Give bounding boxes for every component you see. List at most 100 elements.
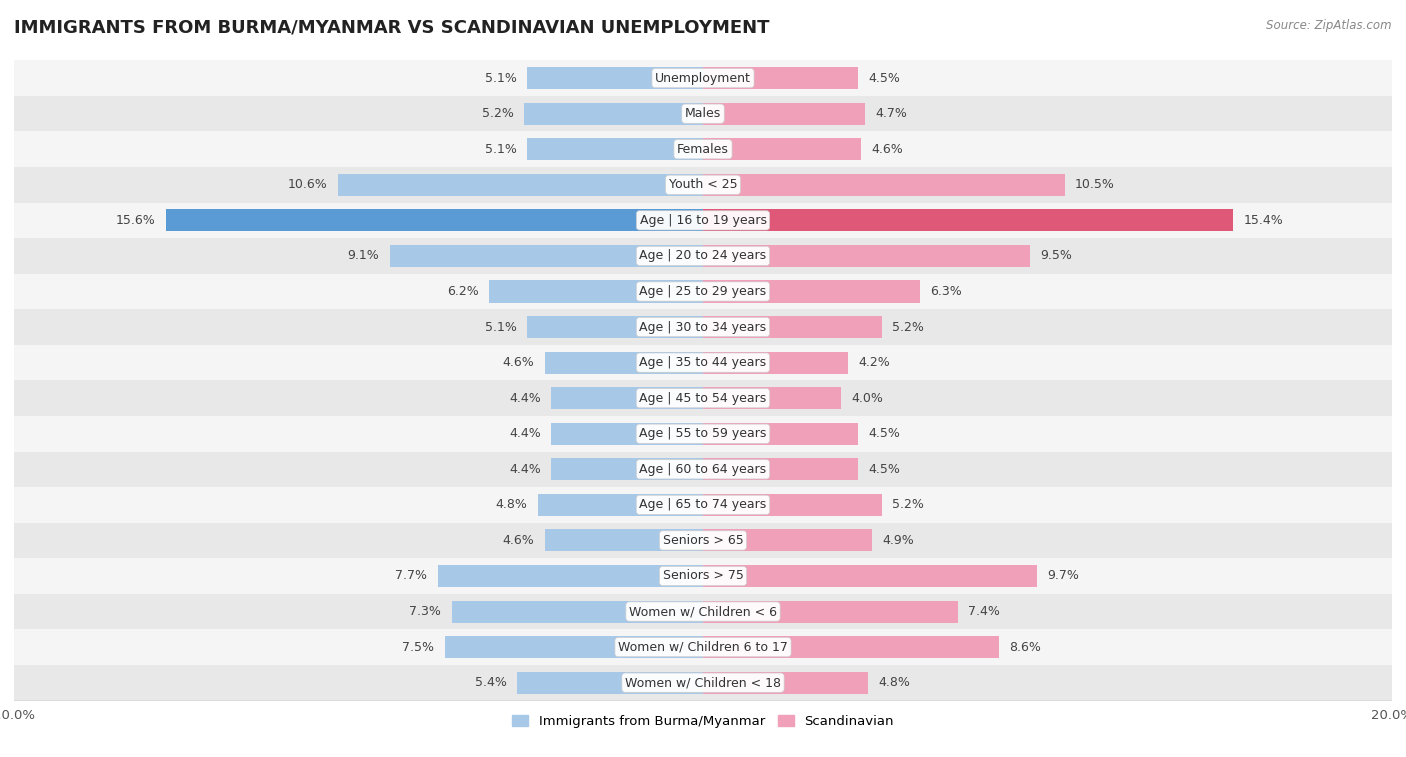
Text: 4.6%: 4.6% — [872, 143, 904, 156]
FancyBboxPatch shape — [14, 274, 1392, 310]
Bar — [703, 210, 1233, 232]
Text: 9.7%: 9.7% — [1047, 569, 1080, 582]
Text: IMMIGRANTS FROM BURMA/MYANMAR VS SCANDINAVIAN UNEMPLOYMENT: IMMIGRANTS FROM BURMA/MYANMAR VS SCANDIN… — [14, 19, 769, 37]
Text: Unemployment: Unemployment — [655, 72, 751, 85]
Text: 9.5%: 9.5% — [1040, 249, 1073, 263]
Text: 4.7%: 4.7% — [875, 107, 907, 120]
Bar — [527, 139, 703, 160]
Text: Age | 20 to 24 years: Age | 20 to 24 years — [640, 249, 766, 263]
Text: 10.5%: 10.5% — [1076, 179, 1115, 192]
FancyBboxPatch shape — [14, 310, 1392, 345]
Bar — [551, 422, 703, 445]
Text: 4.6%: 4.6% — [502, 356, 534, 369]
Bar — [703, 67, 858, 89]
Bar — [551, 458, 703, 481]
Text: Seniors > 75: Seniors > 75 — [662, 569, 744, 582]
Bar — [703, 671, 869, 693]
Text: 4.6%: 4.6% — [502, 534, 534, 547]
Text: Source: ZipAtlas.com: Source: ZipAtlas.com — [1267, 19, 1392, 32]
Bar — [551, 387, 703, 410]
Bar — [703, 422, 858, 445]
FancyBboxPatch shape — [14, 345, 1392, 380]
Bar — [166, 210, 703, 232]
Text: Youth < 25: Youth < 25 — [669, 179, 737, 192]
Bar — [527, 316, 703, 338]
Bar — [524, 103, 703, 125]
Text: 5.1%: 5.1% — [485, 320, 517, 334]
Bar — [337, 174, 703, 196]
FancyBboxPatch shape — [14, 487, 1392, 522]
Bar — [703, 529, 872, 551]
FancyBboxPatch shape — [14, 665, 1392, 700]
Text: Age | 60 to 64 years: Age | 60 to 64 years — [640, 463, 766, 476]
Text: 10.6%: 10.6% — [288, 179, 328, 192]
FancyBboxPatch shape — [14, 167, 1392, 203]
Text: 15.6%: 15.6% — [115, 214, 155, 227]
Text: Seniors > 65: Seniors > 65 — [662, 534, 744, 547]
Text: 15.4%: 15.4% — [1244, 214, 1284, 227]
Bar — [544, 529, 703, 551]
Bar — [703, 600, 957, 622]
Text: 7.4%: 7.4% — [969, 605, 1000, 618]
FancyBboxPatch shape — [14, 238, 1392, 274]
Bar — [703, 387, 841, 410]
Bar — [703, 174, 1064, 196]
FancyBboxPatch shape — [14, 593, 1392, 629]
Bar — [703, 316, 882, 338]
Text: 6.2%: 6.2% — [447, 285, 479, 298]
Text: Age | 16 to 19 years: Age | 16 to 19 years — [640, 214, 766, 227]
Text: 4.5%: 4.5% — [869, 463, 900, 476]
Bar — [703, 458, 858, 481]
Bar — [517, 671, 703, 693]
Text: 8.6%: 8.6% — [1010, 640, 1042, 653]
Text: 7.7%: 7.7% — [395, 569, 427, 582]
Text: Women w/ Children 6 to 17: Women w/ Children 6 to 17 — [619, 640, 787, 653]
FancyBboxPatch shape — [14, 132, 1392, 167]
Text: Age | 65 to 74 years: Age | 65 to 74 years — [640, 498, 766, 512]
Text: Age | 35 to 44 years: Age | 35 to 44 years — [640, 356, 766, 369]
Bar — [703, 103, 865, 125]
Text: 5.2%: 5.2% — [893, 320, 924, 334]
Text: 4.9%: 4.9% — [882, 534, 914, 547]
Text: 4.4%: 4.4% — [509, 427, 541, 441]
Text: 6.3%: 6.3% — [931, 285, 962, 298]
Bar — [703, 245, 1031, 267]
Bar — [489, 280, 703, 303]
Text: 7.3%: 7.3% — [409, 605, 441, 618]
FancyBboxPatch shape — [14, 96, 1392, 132]
FancyBboxPatch shape — [14, 629, 1392, 665]
FancyBboxPatch shape — [14, 451, 1392, 487]
Text: 5.1%: 5.1% — [485, 143, 517, 156]
Text: 4.5%: 4.5% — [869, 427, 900, 441]
Bar — [389, 245, 703, 267]
Text: 4.5%: 4.5% — [869, 72, 900, 85]
Text: 4.2%: 4.2% — [858, 356, 890, 369]
Bar — [703, 280, 920, 303]
FancyBboxPatch shape — [14, 416, 1392, 451]
Text: 5.2%: 5.2% — [893, 498, 924, 512]
Bar — [527, 67, 703, 89]
Text: 5.4%: 5.4% — [475, 676, 506, 689]
Text: Age | 55 to 59 years: Age | 55 to 59 years — [640, 427, 766, 441]
Text: Females: Females — [678, 143, 728, 156]
Legend: Immigrants from Burma/Myanmar, Scandinavian: Immigrants from Burma/Myanmar, Scandinav… — [506, 709, 900, 733]
Bar — [703, 494, 882, 516]
Bar — [437, 565, 703, 587]
Text: Age | 25 to 29 years: Age | 25 to 29 years — [640, 285, 766, 298]
Text: 4.8%: 4.8% — [879, 676, 911, 689]
Text: Males: Males — [685, 107, 721, 120]
Text: Age | 30 to 34 years: Age | 30 to 34 years — [640, 320, 766, 334]
Text: 4.4%: 4.4% — [509, 391, 541, 405]
Text: 4.4%: 4.4% — [509, 463, 541, 476]
Text: Age | 45 to 54 years: Age | 45 to 54 years — [640, 391, 766, 405]
FancyBboxPatch shape — [14, 380, 1392, 416]
Text: Women w/ Children < 6: Women w/ Children < 6 — [628, 605, 778, 618]
Text: 9.1%: 9.1% — [347, 249, 380, 263]
Text: 7.5%: 7.5% — [402, 640, 434, 653]
Bar — [703, 565, 1038, 587]
Text: 5.1%: 5.1% — [485, 72, 517, 85]
FancyBboxPatch shape — [14, 203, 1392, 238]
Bar — [537, 494, 703, 516]
Bar — [703, 139, 862, 160]
FancyBboxPatch shape — [14, 522, 1392, 558]
